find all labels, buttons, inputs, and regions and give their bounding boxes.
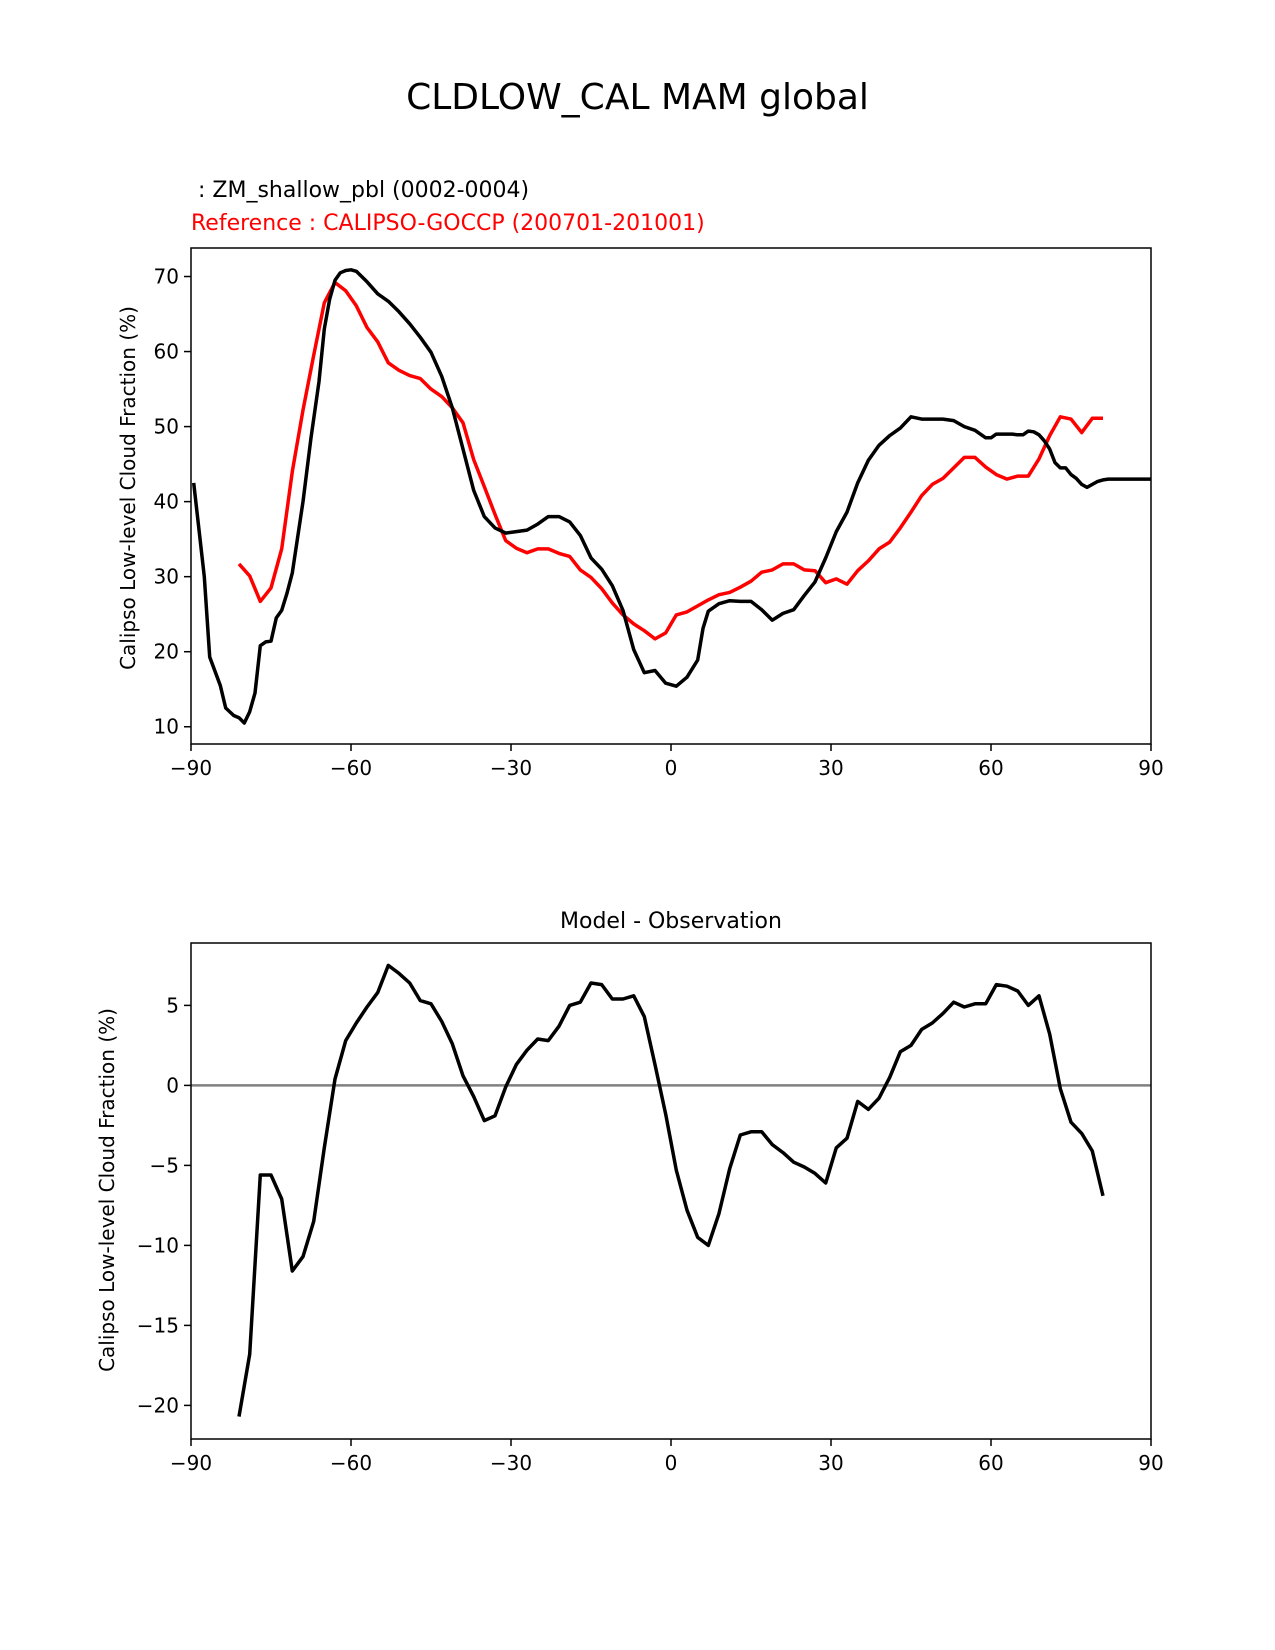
figure-title: CLDLOW_CAL MAM global (406, 77, 869, 118)
x-tick-label: 0 (665, 756, 678, 780)
top-series (191, 268, 1151, 725)
x-tick-label: −90 (170, 1451, 212, 1475)
y-tick-label: 0 (166, 1073, 179, 1097)
y-tick-label: 50 (154, 415, 179, 439)
x-tick-label: −60 (330, 1451, 372, 1475)
x-tick-label: 90 (1138, 1451, 1163, 1475)
bottom-plot-frame (190, 942, 1152, 1440)
y-tick-label: −10 (137, 1233, 179, 1257)
top-panel: : ZM_shallow_pbl (0002-0004) Reference :… (116, 178, 1164, 780)
top-ticks: −90 −60 −30 0 30 60 90 10 20 30 40 50 60 70 (154, 265, 1164, 780)
x-tick-label: −60 (330, 756, 372, 780)
x-tick-label: 0 (665, 1451, 678, 1475)
y-tick-label: 40 (154, 490, 179, 514)
y-tick-label: 20 (154, 640, 179, 664)
bottom-panel: Model - Observation Calipso Low-level Cl… (95, 909, 1164, 1475)
diff-subtitle: Model - Observation (560, 909, 782, 934)
y-tick-label: −5 (150, 1153, 179, 1177)
x-tick-label: −30 (490, 1451, 532, 1475)
x-tick-label: −30 (490, 756, 532, 780)
bottom-series (237, 963, 1105, 1417)
y-tick-label: 5 (166, 993, 179, 1017)
top-plot-frame (190, 247, 1152, 745)
y-tick-label: 70 (154, 265, 179, 289)
bottom-y-axis-label: Calipso Low-level Cloud Fraction (%) (95, 1008, 119, 1372)
model-subtitle: : ZM_shallow_pbl (0002-0004) (191, 178, 529, 203)
x-tick-label: 60 (978, 756, 1003, 780)
x-tick-label: 90 (1138, 756, 1163, 780)
bottom-ticks: −90 −60 −30 0 30 60 90 −20 −15 −10 −5 0 5 (137, 993, 1164, 1475)
x-tick-label: 30 (818, 756, 843, 780)
reference-subtitle: Reference : CALIPSO-GOCCP (200701-201001… (191, 211, 705, 236)
y-tick-label: 30 (154, 565, 179, 589)
top-y-axis-label: Calipso Low-level Cloud Fraction (%) (116, 306, 140, 670)
model-series-line (191, 268, 1151, 725)
y-tick-label: −15 (137, 1313, 179, 1337)
y-tick-label: −20 (137, 1393, 179, 1417)
x-tick-label: 30 (818, 1451, 843, 1475)
x-tick-label: 60 (978, 1451, 1003, 1475)
x-tick-label: −90 (170, 756, 212, 780)
difference-series-line (237, 963, 1105, 1417)
y-tick-label: 60 (154, 340, 179, 364)
y-tick-label: 10 (154, 715, 179, 739)
reference-series-line (237, 280, 1103, 641)
